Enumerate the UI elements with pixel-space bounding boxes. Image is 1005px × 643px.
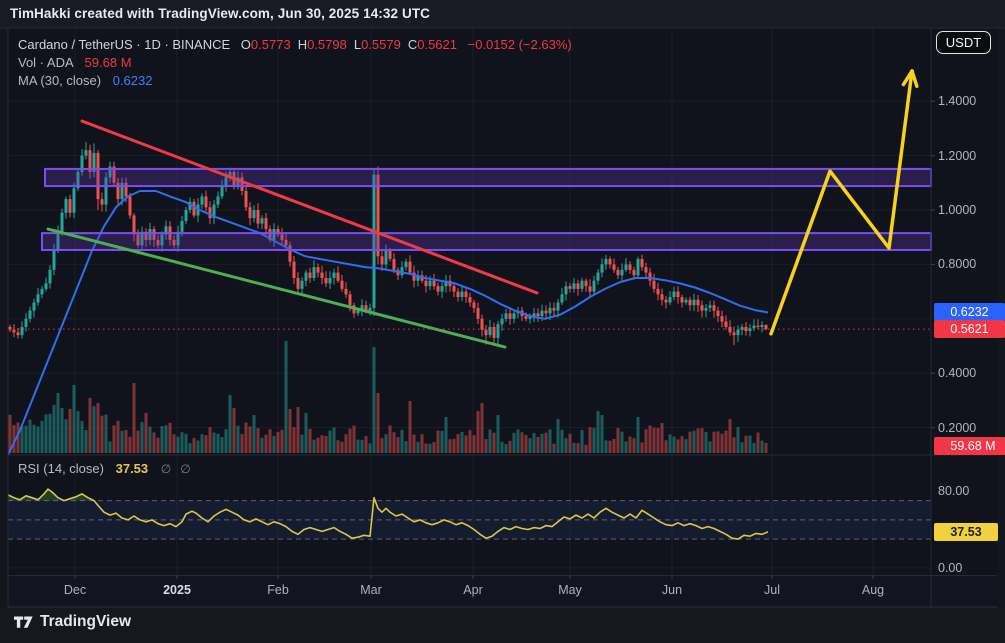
ma-value-badge: 0.6232: [934, 303, 1005, 322]
ohlc-value: 0.5621: [417, 37, 457, 52]
ohlc-values: O0.5773 H0.5798 L0.5579 C0.5621: [234, 37, 457, 52]
rsi-pane: [7, 488, 931, 569]
price-tick-label: 1.4000: [938, 94, 977, 109]
trendlines: [46, 119, 539, 349]
volume-row[interactable]: Vol · ADA 59.68 M: [18, 54, 572, 71]
price-tick-label: 0.2000: [938, 420, 977, 435]
price-tick-label: 0.4000: [938, 366, 977, 381]
green-downtrend-line: [46, 227, 507, 349]
ma-30-line: [7, 190, 769, 456]
ma-value: 0.6232: [112, 73, 153, 88]
symbol-title: Cardano / TetherUS · 1D · BINANCE: [18, 37, 231, 52]
yellow-projection-arrow: [769, 69, 919, 336]
rsi-tick-label: 0.00: [938, 561, 963, 575]
time-axis-label-dec: Dec: [63, 583, 87, 597]
rsi-hidden-series-icons: ∅ ∅: [152, 461, 191, 476]
tradingview-brand-text: TradingView: [40, 613, 132, 630]
ohlc-letter: L: [353, 37, 362, 52]
time-axis-label-2025: 2025: [163, 583, 191, 597]
change-value: −0.0152 (−2.63%): [467, 37, 572, 52]
rsi-tick-label: 80.00: [938, 484, 970, 498]
time-axis-label-jul: Jul: [764, 583, 780, 597]
pane-borders: [0, 27, 1005, 608]
price-zones: [41, 167, 932, 251]
time-axis-label-mar: Mar: [360, 583, 382, 597]
candlestick-series: [8, 142, 768, 346]
currency-toggle-button[interactable]: USDT: [936, 31, 991, 54]
time-axis-label-aug: Aug: [861, 583, 885, 597]
rsi-label: RSI (14, close): [18, 461, 104, 476]
time-axis-label-jun: Jun: [661, 583, 683, 597]
hidden-study-icon[interactable]: ∅: [180, 462, 191, 476]
attribution-bar: TimHakki created with TradingView.com, J…: [0, 0, 1005, 28]
ohlc-value: 0.5798: [307, 37, 347, 52]
price-tick-label: 1.2000: [938, 148, 977, 163]
red-downtrend-line: [80, 119, 539, 295]
symbol-row[interactable]: Cardano / TetherUS · 1D · BINANCE O0.577…: [18, 36, 572, 53]
ohlc-letter: O: [240, 37, 251, 52]
hidden-study-icon[interactable]: ∅: [160, 462, 172, 476]
time-axis-strip[interactable]: [8, 575, 997, 607]
time-axis-label-may: May: [558, 583, 582, 597]
footer-strip: [0, 607, 1005, 643]
ohlc-value: 0.5773: [250, 37, 291, 52]
rsi-value-badge: 37.53: [934, 522, 998, 541]
rsi-value: 37.53: [115, 461, 149, 476]
time-axis-label-apr: Apr: [463, 583, 483, 597]
volume-badge: 59.68 M: [934, 437, 1005, 455]
ma-label: MA (30, close): [18, 73, 102, 88]
volume-series: [8, 341, 768, 453]
price-tick-label: 1.0000: [938, 203, 977, 217]
ohlc-value: 0.5579: [361, 37, 401, 52]
last-price-badge: 0.5621: [934, 320, 1005, 339]
tradingview-brand[interactable]: TradingView: [14, 613, 131, 631]
ohlc-letter: H: [297, 37, 308, 52]
volume-value: 59.68 M: [84, 55, 132, 70]
ma-row[interactable]: MA (30, close) 0.6232: [18, 72, 572, 89]
main-legend: Cardano / TetherUS · 1D · BINANCE O0.577…: [18, 36, 572, 90]
attribution-text: TimHakki created with TradingView.com, J…: [10, 6, 431, 21]
tradingview-logo-icon: [14, 616, 33, 628]
volume-label: Vol · ADA: [18, 55, 73, 70]
price-tick-label: 0.8000: [938, 257, 977, 272]
time-axis-label-feb: Feb: [267, 583, 289, 597]
ohlc-letter: C: [407, 37, 418, 52]
rsi-legend[interactable]: RSI (14, close) 37.53 ∅ ∅: [18, 461, 191, 476]
